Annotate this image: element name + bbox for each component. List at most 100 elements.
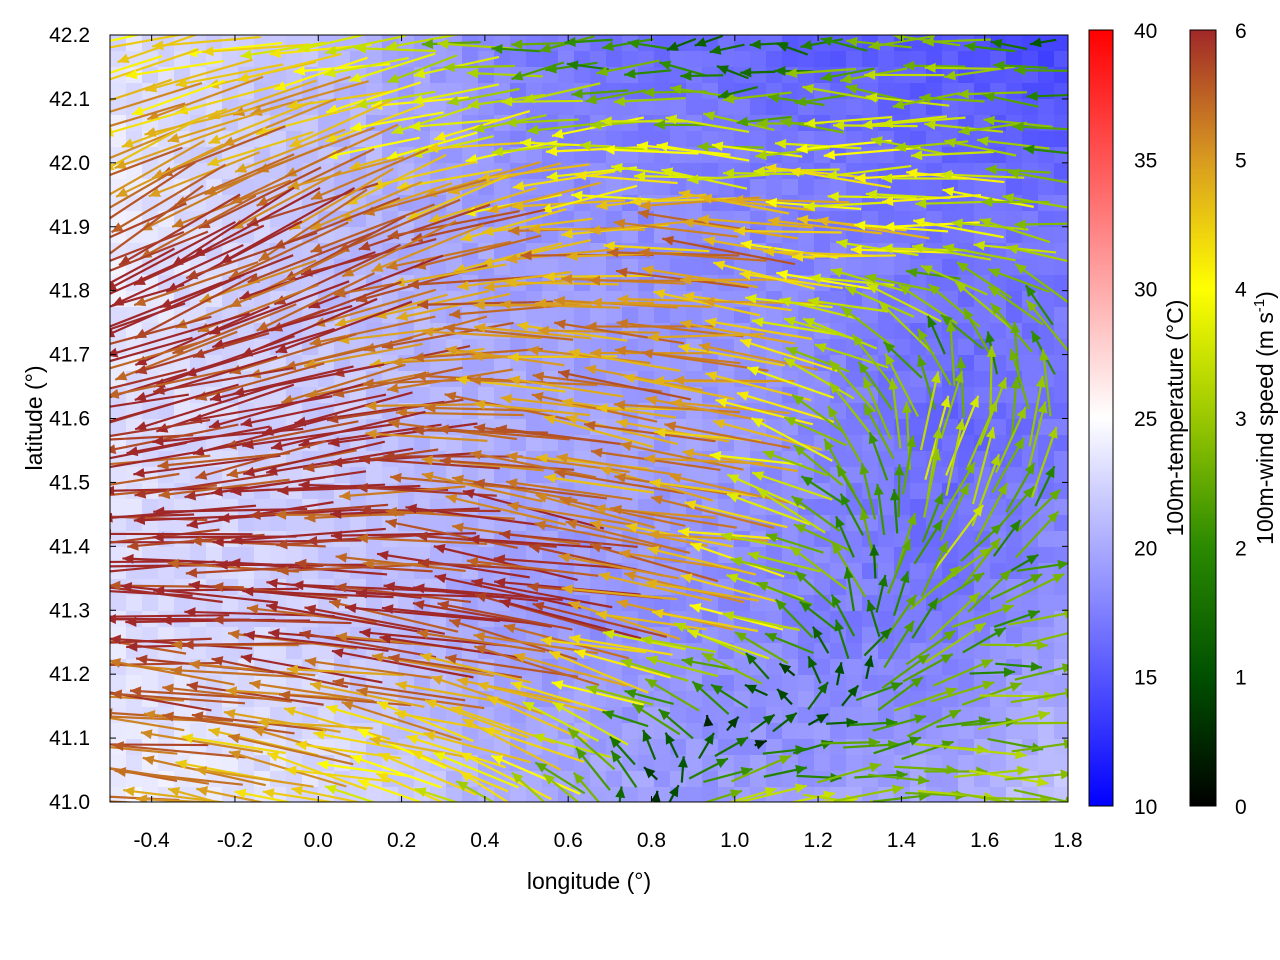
temperature-cell — [478, 307, 495, 324]
wind-arrow — [385, 518, 518, 550]
temperature-cell — [238, 515, 255, 532]
wind-arrow-head — [433, 543, 446, 554]
wind-arrow-head — [827, 191, 839, 202]
wind-arrow — [751, 471, 833, 501]
wind-arrow-shaft — [803, 201, 892, 209]
wind-arrow — [195, 439, 327, 480]
temperature-cell — [494, 259, 511, 276]
temperature-cell — [830, 579, 847, 596]
temperature-cell — [1054, 787, 1068, 802]
wind-arrow-head — [508, 375, 521, 386]
temperature-cell — [878, 755, 895, 772]
wind-arrow-shaft — [411, 208, 546, 241]
temperature-cell — [798, 259, 815, 276]
wind-arrow-shaft — [610, 165, 699, 179]
wind-arrow-shaft — [277, 564, 412, 573]
wind-arrow-head — [881, 173, 893, 184]
temperature-cell — [958, 99, 975, 116]
temperature-cell — [222, 115, 239, 132]
wind-arrow-shaft — [310, 203, 435, 253]
wind-arrow-shaft — [783, 416, 847, 447]
wind-arrow-head — [639, 200, 651, 211]
wind-arrow-head — [709, 44, 722, 55]
temperature-cell — [574, 579, 591, 596]
wind-arrow — [110, 560, 190, 564]
wind-arrow-shaft — [971, 426, 995, 505]
temperature-cell — [558, 659, 575, 676]
wind-arrow-shaft — [135, 332, 270, 374]
wind-arrow — [945, 418, 966, 496]
temperature-cell — [1006, 483, 1023, 500]
wind-arrow-head — [694, 37, 707, 47]
wind-arrow-head — [636, 141, 649, 152]
temperature-cell — [1022, 499, 1039, 516]
temperature-cell — [830, 211, 847, 228]
wind-arrow-shaft — [610, 507, 737, 529]
wind-arrow-shaft — [473, 402, 590, 417]
temperature-cell — [526, 211, 543, 228]
wind-arrow-head — [607, 247, 619, 258]
temperature-cell — [414, 243, 431, 260]
wind-arrow-shaft — [110, 167, 179, 209]
wind-arrow-shaft — [157, 452, 291, 468]
wind-arrow-head — [894, 464, 905, 476]
wind-arrow-head — [930, 371, 941, 384]
wind-arrow-shaft — [543, 274, 653, 278]
wind-arrow-head — [654, 427, 666, 438]
wind-arrow — [110, 441, 187, 460]
wind-arrow-shaft — [931, 504, 985, 574]
wind-arrow-shaft — [110, 247, 175, 285]
wind-arrow-head — [110, 127, 114, 137]
temperature-cell — [318, 467, 335, 484]
wind-arrow-head — [625, 522, 638, 533]
wind-arrow-head — [957, 89, 969, 100]
wind-arrow-head — [467, 68, 479, 79]
temperature-cell — [670, 67, 687, 84]
wind-arrow-head — [536, 453, 548, 464]
temperature-cell — [958, 51, 975, 68]
wind-arrow-shaft — [110, 281, 223, 328]
wind-arrow — [645, 395, 765, 423]
wind-arrow-shaft — [275, 300, 413, 354]
wind-arrow-head — [529, 543, 541, 554]
wind-arrow — [666, 37, 697, 52]
wind-arrow-head — [644, 453, 656, 464]
wind-arrow-head — [894, 142, 907, 153]
wind-arrow-head — [437, 424, 449, 435]
wind-arrow-head — [932, 519, 943, 532]
wind-arrow — [568, 348, 681, 372]
temperature-cell — [590, 147, 607, 164]
temperature-cell — [878, 99, 895, 116]
temperature-cell — [766, 691, 783, 708]
wind-arrow — [756, 488, 826, 534]
wind-arrow-head — [110, 485, 115, 496]
temperature-cell — [990, 467, 1007, 484]
wind-arrow-head — [763, 246, 775, 257]
wind-arrow-shaft — [828, 359, 876, 413]
wind-vectors — [110, 35, 1068, 802]
wind-arrow-shaft — [679, 321, 796, 345]
temperature-cell — [478, 131, 495, 148]
wind-arrow-head — [275, 509, 287, 520]
wind-arrow-head — [175, 78, 188, 88]
wind-arrow-head — [990, 523, 1002, 535]
wind-arrow-head — [889, 489, 900, 501]
wind-arrow-head — [184, 490, 197, 501]
temperature-cell — [718, 307, 735, 324]
wind-arrow-shaft — [110, 472, 180, 486]
wind-arrow — [610, 162, 699, 179]
wind-arrow-shaft — [616, 321, 744, 338]
wind-arrow — [443, 62, 516, 73]
wind-arrow-shaft — [330, 452, 474, 465]
temperature-cell — [1006, 275, 1023, 292]
wind-arrow — [240, 41, 326, 60]
wind-arrow-head — [599, 466, 612, 476]
temperature-cell — [590, 131, 607, 148]
wind-arrow — [804, 115, 893, 128]
temperature-cell — [750, 67, 767, 84]
wind-arrow-head — [127, 540, 139, 551]
wind-arrow — [387, 54, 458, 84]
temperature-cell — [942, 259, 959, 276]
temperature-cell — [830, 179, 847, 196]
wind-arrow-shaft — [746, 366, 835, 399]
